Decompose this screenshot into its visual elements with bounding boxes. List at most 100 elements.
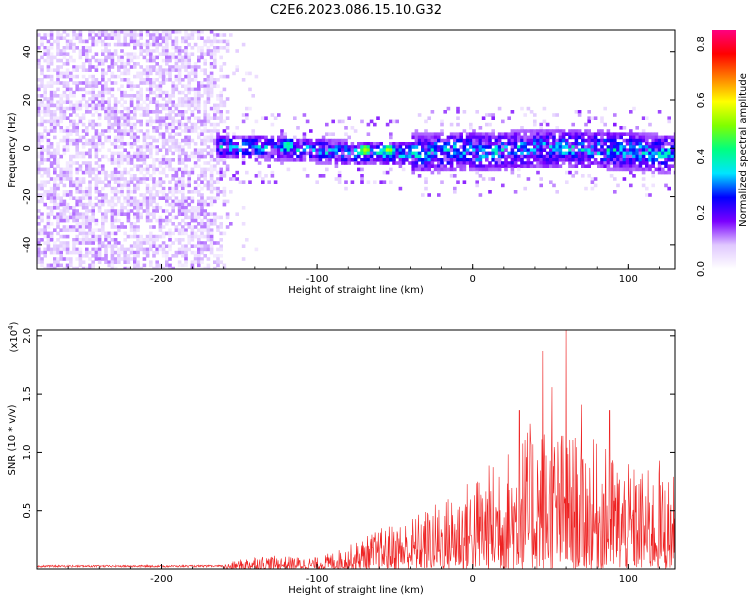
spectrogram-cell	[200, 206, 204, 210]
spectrogram-cell	[117, 257, 121, 261]
spectrogram-cell	[613, 145, 617, 149]
spectrogram-cell	[661, 148, 665, 152]
spectrogram-cell	[91, 170, 95, 175]
spectrogram-cell	[117, 65, 121, 69]
spectrogram-cell	[139, 52, 143, 56]
spectrogram-cell	[139, 30, 143, 34]
spectrogram-cell	[123, 254, 127, 258]
spectrogram-cell	[75, 238, 79, 242]
spectrogram-cell	[171, 158, 175, 162]
spectrogram-cell	[542, 148, 547, 152]
spectrogram-cell	[280, 142, 284, 146]
spectrogram-cell	[555, 145, 559, 149]
spectrogram-cell	[155, 158, 159, 162]
spectrogram-cell	[193, 154, 198, 159]
spectrogram-cell	[382, 148, 387, 152]
spectrogram-cell	[334, 145, 339, 149]
spectrogram-cell	[209, 39, 214, 44]
spectrogram-cell	[177, 228, 182, 232]
spectrogram-cell	[174, 138, 179, 143]
spectrogram-cell	[88, 225, 92, 229]
spectrogram-cell	[469, 145, 473, 149]
spectrogram-cell	[107, 90, 111, 95]
spectrogram-cell	[398, 154, 403, 159]
spectrogram-cell	[430, 142, 435, 146]
spectrogram-cell	[286, 158, 291, 162]
spectrogram-cell	[65, 87, 70, 92]
spectrogram-cell	[40, 55, 44, 60]
spectrogram-cell	[209, 164, 214, 168]
spectrogram-cell	[104, 113, 108, 117]
spectrogram-cell	[120, 103, 124, 108]
spectrogram-cell	[200, 55, 204, 60]
spectrogram-cell	[203, 129, 207, 133]
spectrogram-cell	[37, 106, 41, 111]
spectrogram-cell	[49, 81, 54, 85]
spectrogram-cell	[72, 119, 76, 124]
spectrogram-cell	[139, 81, 143, 85]
spectrogram-cell	[264, 116, 268, 120]
spectrogram-cell	[152, 164, 156, 168]
spectrogram-cell	[229, 222, 233, 226]
spectrogram-cell	[59, 154, 63, 159]
spectrogram-cell	[88, 30, 92, 34]
spectrogram-cell	[46, 52, 51, 56]
spectrogram-cell	[184, 103, 188, 108]
spectrogram-cell	[446, 148, 451, 152]
spectrogram-cell	[558, 154, 563, 159]
spectrogram-cell	[209, 74, 214, 79]
spectrogram-cell	[53, 202, 57, 207]
spectrogram-cell	[81, 154, 86, 159]
spectrogram-cell	[94, 58, 99, 63]
spectrogram-cell	[561, 161, 566, 165]
spectrogram-cell	[81, 161, 86, 165]
spectrogram-cell	[85, 52, 89, 56]
spectrogram-cell	[94, 42, 99, 47]
spectrogram-cell	[49, 263, 54, 268]
spectrogram-cell	[88, 238, 92, 242]
spectrogram-cell	[549, 132, 553, 136]
spectrogram-cell	[651, 132, 655, 136]
spectrogram-cell	[424, 135, 428, 140]
spectrogram-cell	[187, 222, 191, 226]
spectrogram-cell	[129, 116, 134, 120]
spectrogram-cell	[37, 254, 41, 258]
spectrogram-cell	[385, 158, 390, 162]
spectrogram-cell	[46, 193, 51, 197]
spectrogram-cell	[488, 135, 492, 140]
spectrogram-cell	[56, 30, 60, 34]
spectrogram-cell	[40, 263, 44, 268]
spectrogram-cell	[635, 167, 639, 172]
spectrogram-cell	[165, 254, 169, 258]
spectrogram-cell	[75, 250, 79, 255]
spectrogram-cell	[193, 129, 198, 133]
spectrogram-cell	[561, 158, 566, 162]
spectrogram-cell	[577, 110, 582, 114]
spectrogram-cell	[123, 196, 127, 200]
spectrogram-cell	[552, 161, 556, 165]
spectrogram-cell	[184, 170, 188, 175]
spectrogram-cell	[581, 145, 585, 149]
spectrogram-cell	[155, 250, 159, 255]
spectrogram-cell	[465, 151, 470, 156]
spectrogram-cell	[433, 158, 438, 162]
spectrogram-cell	[133, 52, 137, 56]
spectrogram-cell	[549, 142, 553, 146]
spectrogram-cell	[600, 158, 604, 162]
spectrogram-cell	[193, 122, 198, 127]
spectrogram-cell	[104, 49, 108, 53]
spectrogram-cell	[411, 154, 415, 159]
spectrogram-cell	[309, 158, 313, 162]
spectrogram-cell	[168, 30, 172, 34]
spectrogram-cell	[459, 167, 463, 172]
spectrogram-cell	[49, 199, 54, 204]
spectrogram-cell	[165, 209, 169, 213]
spectrogram-cell	[165, 126, 169, 130]
x-tick-label: -100	[306, 574, 329, 585]
spectrogram-cell	[104, 138, 108, 143]
spectrogram-cell	[280, 132, 284, 136]
spectrogram-cell	[104, 58, 108, 63]
spectrogram-cell	[421, 161, 425, 165]
spectrogram-cell	[81, 266, 86, 269]
